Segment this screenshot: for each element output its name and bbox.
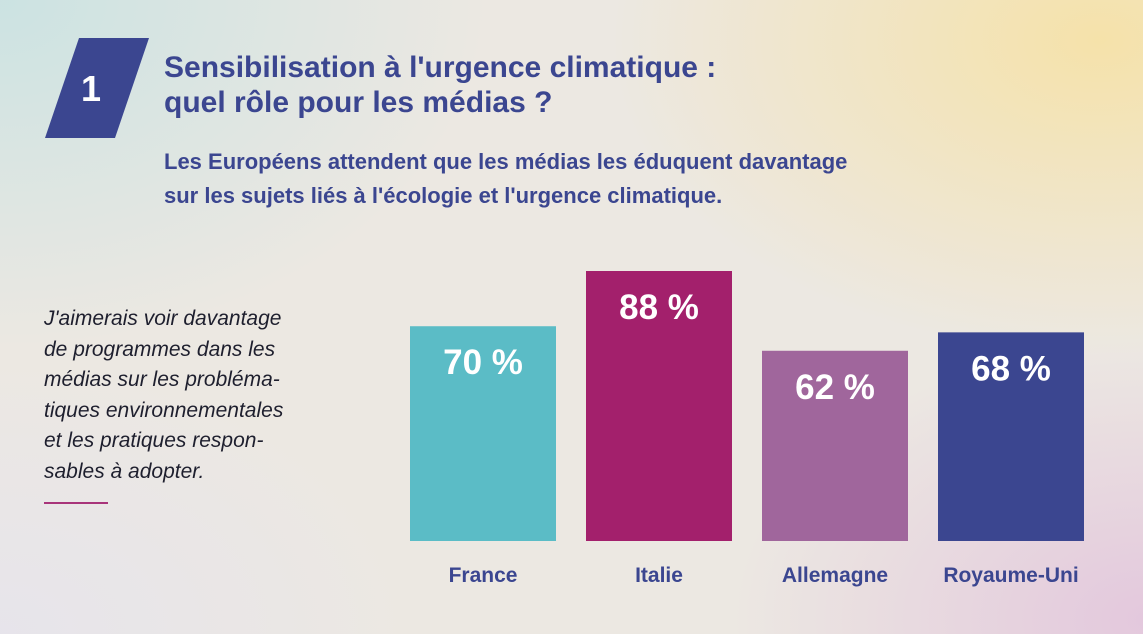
bar-value-label: 70 %: [443, 343, 523, 382]
quote-line: tiques environnementales: [44, 398, 284, 422]
bar-value-label: 68 %: [971, 349, 1051, 388]
bar-value-label: 88 %: [619, 288, 699, 327]
bar-allemagne: [762, 350, 908, 541]
quote-line: J'aimerais voir davantage: [44, 307, 282, 330]
subtitle-line-1: Les Européens attendent que les médias l…: [164, 149, 848, 174]
badge-number: 1: [81, 68, 102, 109]
bar-royaume-uni: [938, 332, 1084, 541]
badge-parallelogram: [45, 38, 149, 138]
category-label: Allemagne: [782, 564, 888, 587]
category-label: France: [449, 564, 518, 587]
quote-line: et les pratiques respon-: [44, 429, 264, 452]
survey-question-quote: J'aimerais voir davantage de programmes …: [44, 304, 364, 487]
category-label: Italie: [635, 564, 683, 587]
bar-value-label: 62 %: [795, 368, 875, 407]
category-label: Royaume-Uni: [943, 564, 1078, 587]
quote-underline-divider: [44, 502, 108, 504]
subtitle-line-2: sur les sujets liés à l'écologie et l'ur…: [164, 183, 723, 208]
quote-line: sables à adopter.: [44, 459, 205, 483]
title-line-2: quel rôle pour les médias ?: [164, 86, 553, 119]
page-subtitle: Les Européens attendent que les médias l…: [164, 145, 994, 213]
title-line-1: Sensibilisation à l'urgence climatique :: [164, 51, 717, 84]
quote-line: de programmes dans les: [44, 337, 276, 361]
page-title: Sensibilisation à l'urgence climatique :…: [164, 50, 864, 120]
section-number-badge: 1: [45, 38, 149, 138]
bar-france: [410, 326, 556, 541]
quote-line: médias sur les probléma-: [44, 368, 280, 391]
bar-italie: [586, 271, 732, 541]
